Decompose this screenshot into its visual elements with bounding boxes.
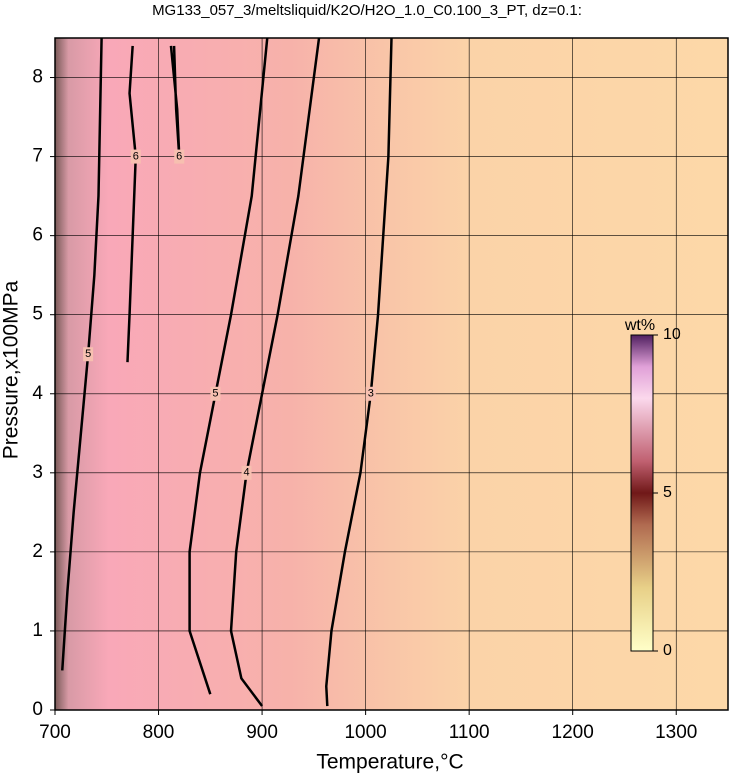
y-tick-label: 4	[32, 383, 43, 404]
contour-line	[188, 37, 269, 695]
contour-label-box	[83, 347, 94, 362]
x-axis-label: Temperature,°C	[316, 751, 463, 774]
y-tick-label: 7	[32, 146, 43, 167]
y-tick-label: 0	[32, 699, 43, 720]
contours: 3 4 5 6 6 5	[61, 37, 393, 707]
y-tick-label: 8	[32, 67, 43, 88]
contour-label-box	[365, 386, 376, 401]
contour-label: 3	[368, 388, 374, 400]
contour-line	[61, 37, 103, 671]
x-tick-label: 1100	[449, 722, 490, 743]
y-tick-label: 5	[32, 304, 43, 325]
grid	[54, 38, 728, 711]
y-tick-label: 3	[32, 462, 43, 483]
x-tick-label: 1000	[344, 722, 386, 743]
contour-label-box	[210, 386, 221, 401]
x-tick-label: 1300	[655, 722, 697, 743]
y-axis-label: Pressure,x100MPa	[0, 280, 23, 459]
colorbar-tick-label: 5	[663, 484, 672, 501]
contour-label-box	[174, 149, 185, 164]
y-tick-label: 2	[32, 541, 43, 562]
contour-label-box	[130, 149, 141, 164]
contour-line	[126, 45, 138, 363]
colorbar-tick-label: 10	[663, 326, 681, 343]
x-tick-label: 1200	[552, 722, 594, 743]
chart-title: MG133_057_3/meltsliquid/K2O/H2O_1.0_C0.1…	[152, 2, 582, 19]
colorbar-tick-label: 0	[663, 642, 672, 659]
contour-label: 6	[133, 150, 139, 162]
y-tick-label: 6	[32, 225, 43, 246]
x-tick-label: 900	[246, 722, 278, 743]
plot-frame	[54, 37, 729, 711]
y-tick-label: 1	[32, 620, 43, 641]
contour-line	[169, 45, 181, 157]
contour-line	[325, 37, 393, 707]
contour-label-box	[241, 465, 252, 480]
contour-label: 5	[212, 388, 218, 400]
contour-label: 4	[243, 467, 249, 479]
x-tick-label: 800	[143, 722, 175, 743]
x-tick-label: 700	[39, 722, 71, 743]
plot-background	[55, 38, 728, 710]
colorbar	[630, 334, 654, 652]
colorbar-label: wt%	[624, 317, 655, 334]
contour-label: 6	[176, 150, 182, 162]
contour-label: 5	[85, 348, 91, 360]
